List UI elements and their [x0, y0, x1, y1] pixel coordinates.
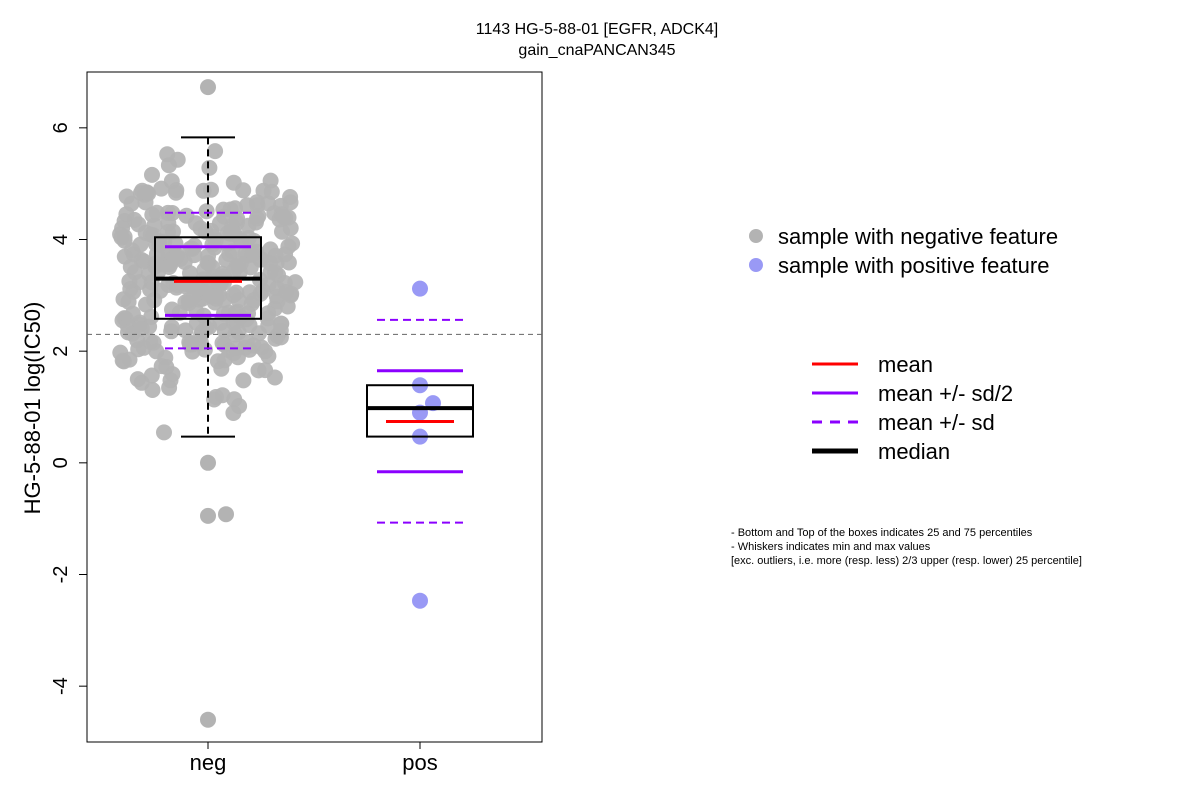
data-point-neg: [235, 372, 252, 389]
note-line: - Whiskers indicates min and max values: [731, 541, 931, 553]
data-point-neg: [230, 292, 247, 309]
data-point-neg: [138, 296, 154, 313]
data-point-neg: [160, 157, 177, 174]
data-point-neg: [230, 324, 247, 341]
y-axis-label: HG-5-88-01 log(IC50): [20, 302, 45, 515]
legend: sample with negative feature sample with …: [749, 224, 1058, 464]
data-point-pos: [412, 280, 428, 297]
data-point-neg: [121, 273, 138, 290]
data-point-neg: [200, 507, 216, 524]
data-point-neg: [259, 310, 276, 327]
data-point-neg: [195, 182, 212, 199]
data-point-neg: [269, 280, 286, 297]
data-point-neg: [143, 308, 160, 325]
data-point-neg: [263, 183, 280, 200]
data-point-neg: [144, 382, 161, 398]
data-point-neg: [152, 282, 169, 299]
data-point-neg: [162, 372, 179, 389]
legend-label: mean: [878, 352, 933, 377]
data-point-neg: [280, 238, 297, 255]
data-point-neg: [207, 143, 224, 160]
chart-title: 1143 HG-5-88-01 [EGFR, ADCK4]: [476, 21, 718, 38]
data-point-neg: [144, 166, 160, 183]
x-tick-label: neg: [190, 750, 227, 775]
data-point-neg: [203, 288, 220, 305]
y-tick-label: 0: [50, 457, 72, 468]
data-point-neg: [129, 371, 146, 388]
data-point-neg: [168, 248, 185, 265]
data-point-neg: [269, 293, 286, 310]
data-point-neg: [116, 248, 133, 265]
data-point-pos: [412, 592, 428, 609]
data-point-neg: [129, 332, 146, 349]
data-point-neg: [121, 351, 138, 368]
data-point-neg: [282, 194, 299, 211]
x-tick-label: pos: [402, 750, 437, 775]
y-tick-label: -2: [50, 566, 72, 584]
note-line: - Bottom and Top of the boxes indicates …: [731, 527, 1033, 539]
data-point-neg: [244, 244, 261, 261]
data-point-neg: [257, 343, 274, 360]
data-point-neg: [218, 506, 234, 523]
data-point-neg: [198, 203, 215, 220]
data-point-neg: [178, 207, 195, 224]
data-point-neg: [267, 264, 283, 281]
data-point-neg: [272, 322, 289, 339]
data-point-neg: [156, 424, 172, 441]
legend-label: sample with positive feature: [778, 253, 1049, 278]
y-tick-label: 2: [50, 346, 72, 357]
chart-subtitle: gain_cnaPANCAN345: [518, 42, 675, 59]
data-point-neg: [209, 353, 226, 370]
data-point-neg: [223, 223, 240, 240]
data-point-neg: [183, 336, 200, 352]
data-point-neg: [200, 79, 216, 96]
legend-label: sample with negative feature: [778, 224, 1058, 249]
data-point-neg: [148, 204, 165, 221]
data-point-neg: [254, 282, 271, 299]
data-point-neg: [262, 241, 279, 258]
data-point-neg: [192, 220, 209, 237]
data-point-neg: [251, 325, 267, 342]
y-tick-label: 6: [50, 122, 72, 133]
chart-notes: - Bottom and Top of the boxes indicates …: [731, 527, 1082, 567]
data-point-neg: [118, 206, 135, 223]
data-point-neg: [200, 454, 216, 471]
plot-area: -4 -2 0 2 4 6 neg pos: [50, 71, 543, 775]
data-point-neg: [250, 362, 267, 379]
data-point-neg: [231, 398, 248, 414]
note-line: [exc. outliers, i.e. more (resp. less) 2…: [731, 555, 1082, 567]
data-point-neg: [200, 711, 216, 728]
data-point-neg: [138, 184, 155, 201]
data-point-neg: [211, 215, 228, 232]
plot-frame: [86, 71, 543, 743]
data-point-neg: [145, 334, 162, 351]
data-point-neg: [153, 358, 170, 375]
data-point-neg: [266, 369, 283, 386]
y-tick-label: 4: [50, 234, 72, 245]
data-point-neg: [198, 320, 214, 337]
data-point-neg: [250, 207, 267, 224]
legend-label: mean +/- sd/2: [878, 381, 1013, 406]
legend-label: mean +/- sd: [878, 410, 995, 435]
data-point-neg: [163, 323, 180, 340]
data-point-neg: [218, 252, 235, 268]
data-point-neg: [274, 223, 290, 240]
data-point-neg: [235, 182, 252, 199]
data-point-neg: [184, 240, 201, 257]
data-point-neg: [118, 188, 135, 205]
data-point-neg: [201, 159, 218, 176]
y-tick-label: -4: [50, 677, 72, 695]
box: [366, 384, 474, 438]
legend-label: median: [878, 439, 950, 464]
data-point-neg: [168, 182, 185, 199]
data-point-neg: [229, 210, 246, 227]
data-point-neg: [206, 391, 223, 408]
legend-marker: [749, 229, 763, 243]
data-point-neg: [113, 229, 130, 246]
data-point-neg: [277, 209, 294, 226]
legend-marker: [749, 258, 763, 272]
data-point-neg: [283, 285, 300, 302]
